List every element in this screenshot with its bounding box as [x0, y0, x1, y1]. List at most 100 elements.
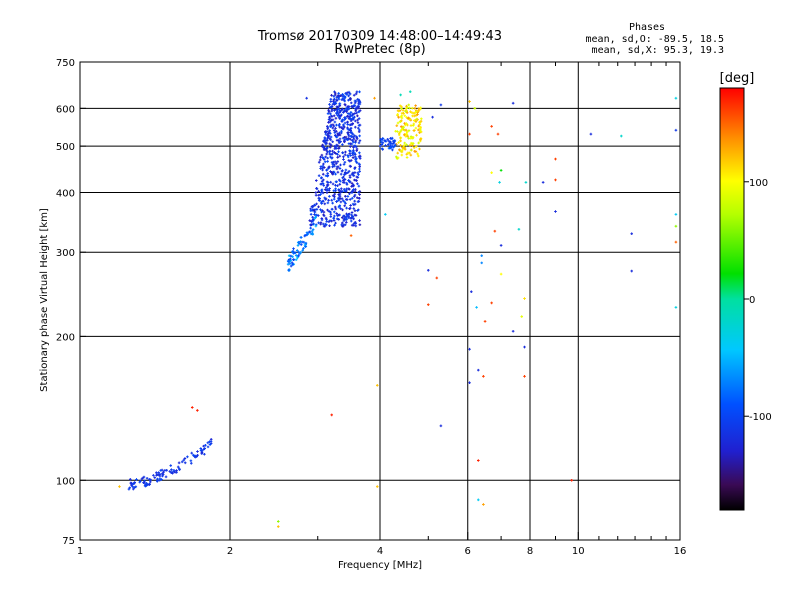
data-point: [317, 221, 320, 225]
data-point: [353, 155, 357, 159]
data-point: [134, 485, 138, 489]
data-point: [343, 95, 347, 98]
data-point: [348, 92, 352, 96]
data-point: [348, 192, 351, 196]
data-point: [339, 179, 342, 183]
data-point: [304, 241, 308, 245]
data-point: [328, 129, 331, 132]
data-point: [291, 250, 295, 253]
data-point: [312, 218, 315, 222]
data-point: [351, 139, 354, 142]
stats-x-line: mean, sd,X: 95.3, 19.3: [592, 45, 724, 56]
chart-subtitle: RwPretec (8p): [334, 42, 425, 57]
data-point: [403, 146, 406, 150]
data-point: [355, 161, 359, 164]
data-point: [348, 112, 352, 116]
data-point: [344, 194, 347, 198]
data-point: [468, 100, 471, 103]
data-point: [406, 151, 410, 155]
data-point: [329, 215, 333, 218]
data-point: [431, 115, 434, 119]
data-point: [332, 129, 336, 132]
data-point: [321, 166, 324, 170]
data-point: [342, 218, 346, 221]
data-point: [330, 198, 333, 202]
data-point: [333, 90, 336, 94]
data-point: [343, 172, 346, 176]
data-point: [334, 134, 337, 137]
data-point: [326, 132, 330, 135]
data-point: [335, 143, 338, 147]
data-point: [332, 101, 336, 105]
data-point: [473, 107, 477, 110]
data-point: [322, 210, 326, 214]
data-point: [337, 198, 340, 202]
data-point: [132, 487, 135, 491]
data-point: [335, 167, 339, 171]
data-point: [358, 170, 361, 173]
data-point: [325, 152, 328, 156]
data-point: [517, 228, 521, 231]
data-point: [299, 236, 303, 239]
data-point: [358, 197, 361, 200]
data-point: [398, 104, 402, 108]
data-point: [322, 162, 325, 166]
data-point: [352, 207, 356, 210]
data-point: [335, 212, 338, 215]
data-point: [415, 145, 418, 148]
data-point: [401, 108, 405, 112]
data-point: [328, 137, 332, 140]
data-point: [468, 381, 471, 385]
data-point: [177, 461, 181, 465]
data-point: [329, 143, 333, 147]
data-point: [354, 92, 358, 96]
data-point: [334, 184, 337, 187]
data-point: [482, 375, 485, 378]
data-point: [330, 207, 334, 211]
data-point: [336, 112, 340, 115]
data-point: [349, 135, 353, 138]
data-point: [358, 167, 361, 171]
data-point: [343, 108, 347, 112]
data-point: [327, 108, 330, 112]
data-point: [405, 143, 408, 147]
axis-ticks: 1 2 4 6 8 10 16 75 100 200 300 400 500 600 750: [56, 58, 686, 557]
data-point: [353, 144, 357, 148]
y-tick-label: 300: [56, 248, 75, 259]
data-point: [306, 232, 309, 236]
data-point: [337, 218, 341, 221]
data-point: [341, 118, 344, 122]
data-point: [322, 213, 325, 217]
data-point: [177, 467, 181, 471]
data-point: [523, 345, 526, 349]
data-point: [313, 210, 317, 214]
data-point: [310, 220, 313, 223]
x-tick-label: 2: [227, 546, 233, 557]
data-point: [333, 205, 337, 209]
y-tick-label: 600: [56, 104, 75, 115]
data-point: [333, 192, 337, 196]
data-point: [127, 487, 131, 491]
data-point: [153, 476, 157, 479]
data-point: [398, 148, 401, 152]
data-point: [353, 112, 357, 115]
data-point: [357, 124, 361, 127]
data-point: [354, 139, 358, 143]
data-point: [340, 187, 343, 191]
data-point: [420, 117, 423, 121]
data-point: [358, 134, 361, 138]
data-point: [349, 142, 352, 146]
data-point: [332, 100, 335, 103]
data-point: [349, 97, 352, 101]
data-point: [490, 125, 493, 128]
data-point: [496, 132, 500, 136]
data-point: [325, 130, 329, 133]
data-point: [498, 181, 501, 184]
data-point: [202, 444, 205, 448]
data-point: [155, 479, 159, 482]
data-point: [342, 223, 346, 227]
data-point: [347, 133, 350, 136]
data-point: [338, 194, 342, 198]
data-point: [396, 113, 399, 116]
data-point: [404, 128, 408, 132]
